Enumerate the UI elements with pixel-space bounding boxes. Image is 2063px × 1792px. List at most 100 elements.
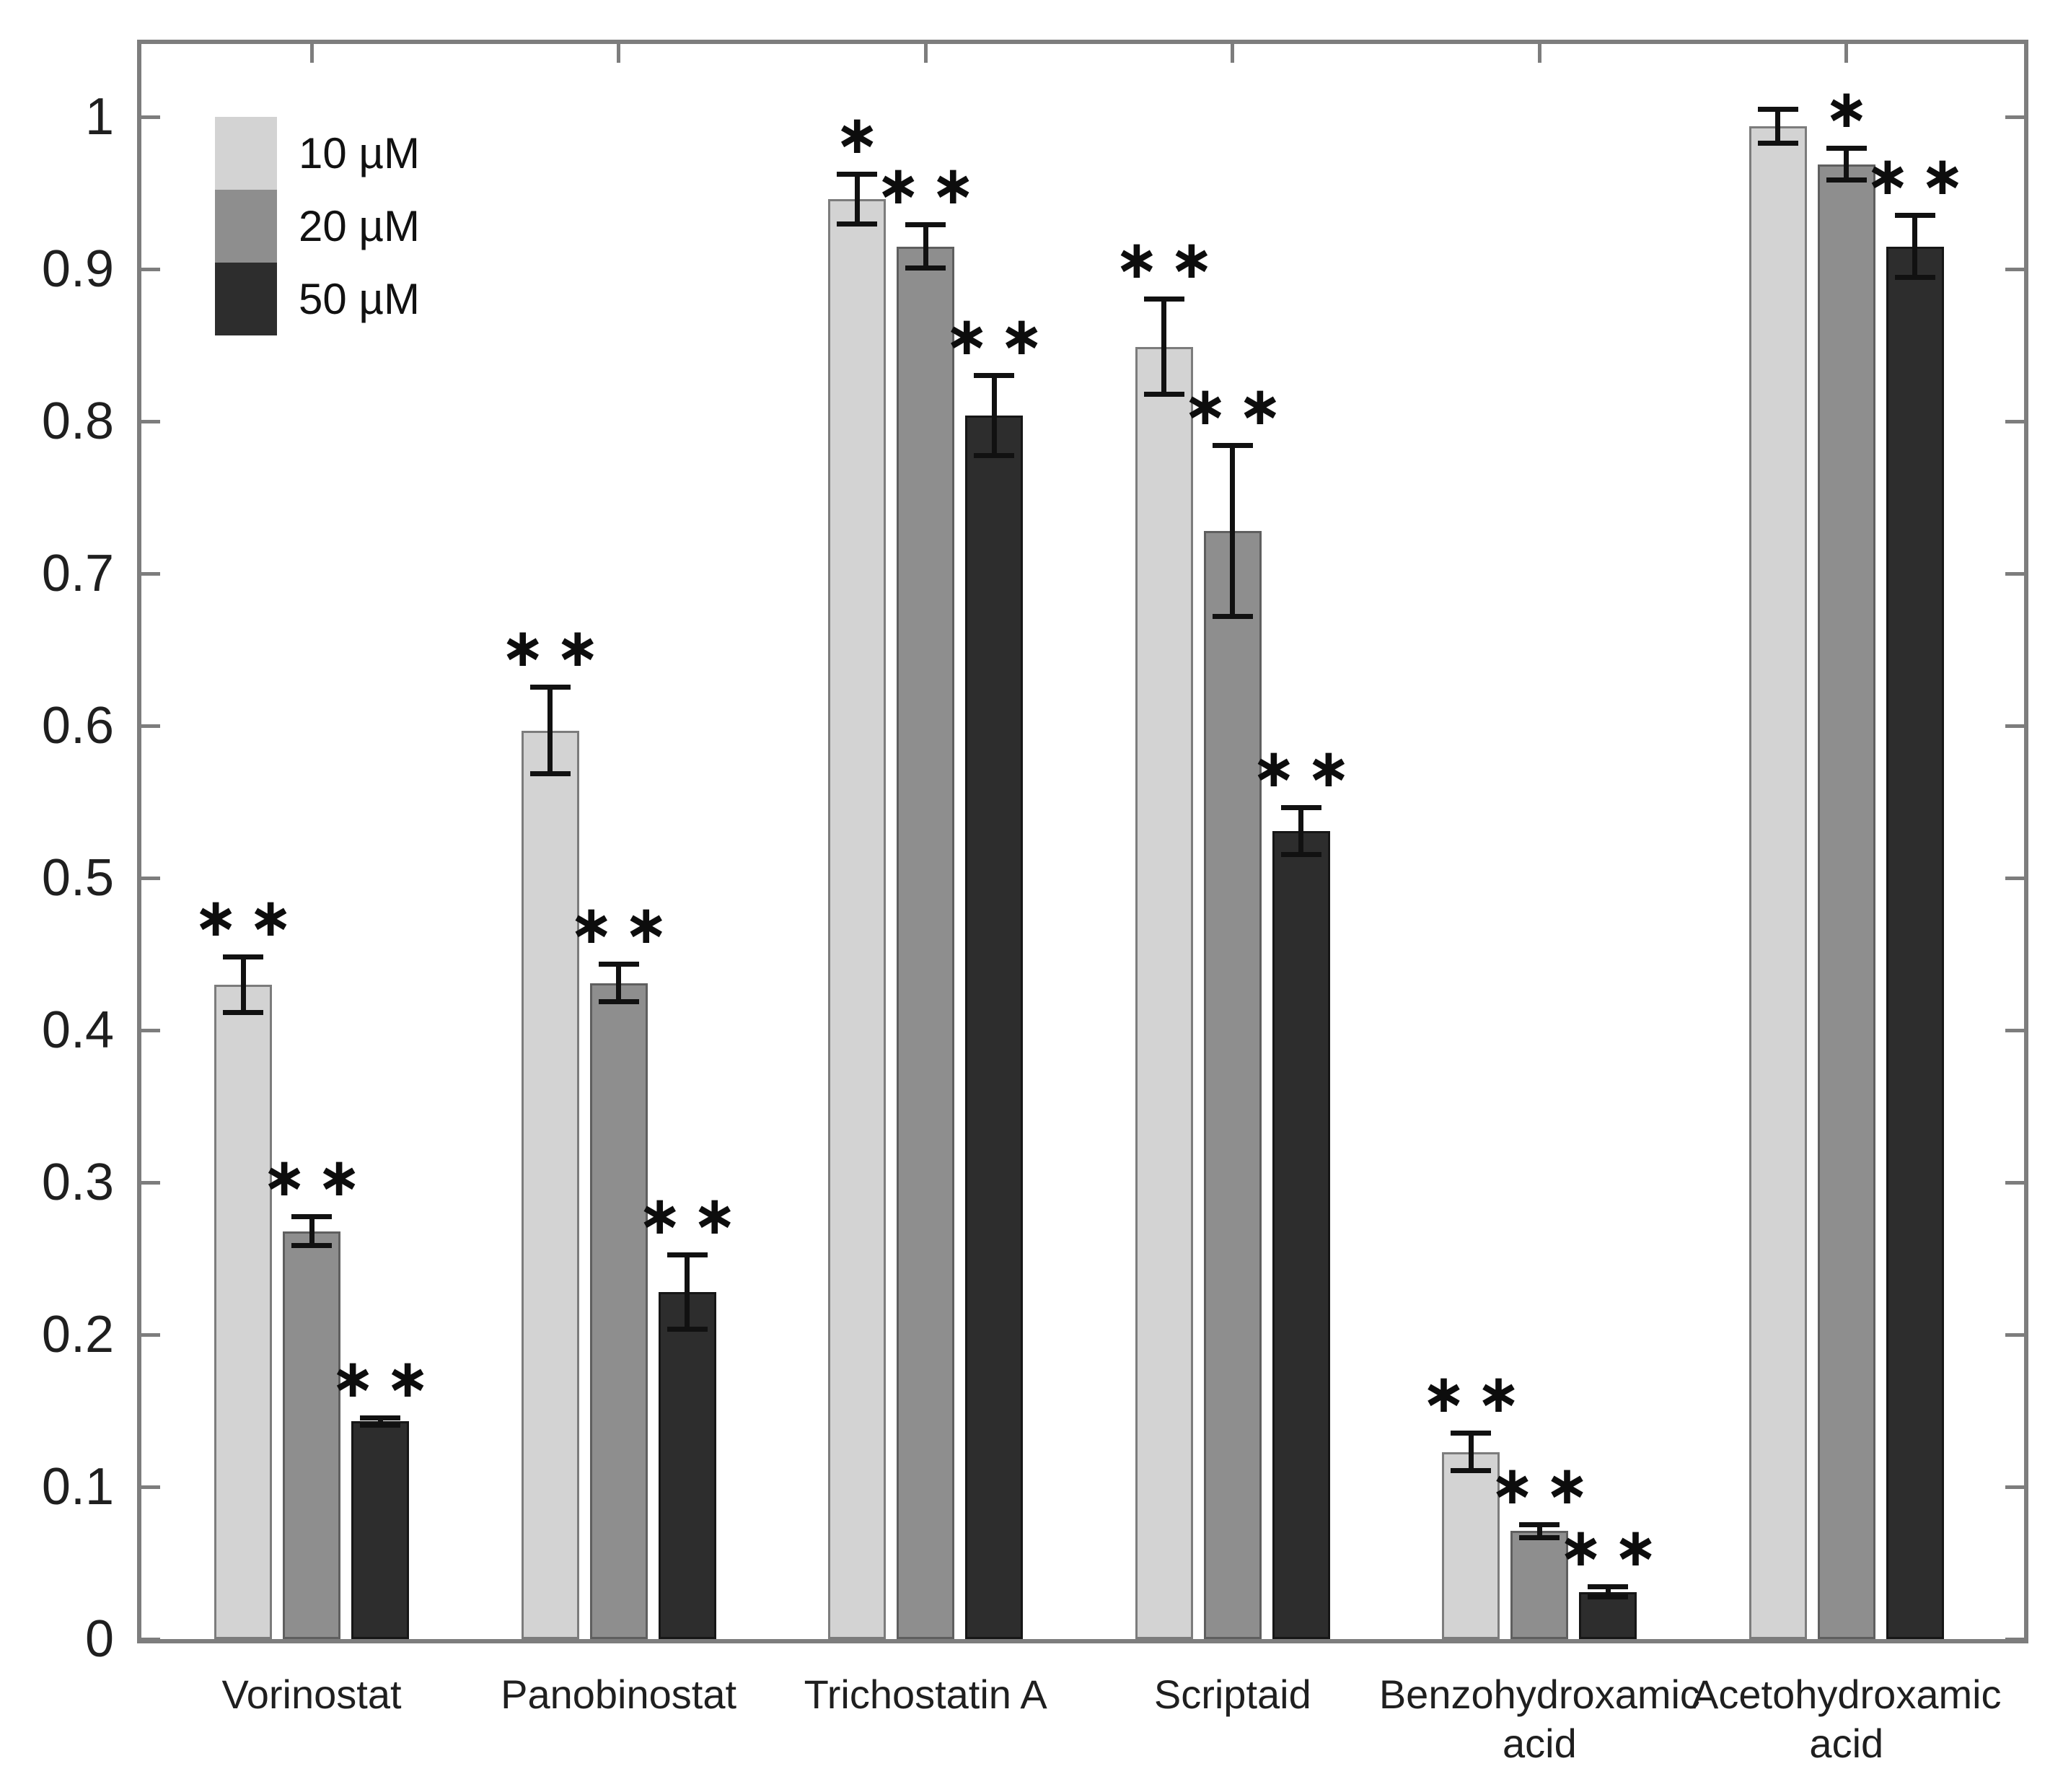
y-tick-label: 0.8: [41, 392, 114, 451]
y-axis-tick-right: [2005, 724, 2024, 728]
error-bar-cap-top: [974, 372, 1015, 378]
x-axis-label: Panobinostat: [501, 1672, 737, 1717]
y-tick-label: 0.9: [41, 240, 114, 299]
error-bar-cap-bottom: [667, 1326, 708, 1332]
significance-marker: ∗∗: [568, 895, 679, 955]
legend-item-50um: 50 µM: [215, 263, 420, 335]
error-bar-cap-bottom: [1826, 177, 1867, 183]
bar: [1442, 1451, 1500, 1639]
plot-area: ∗∗ ∗∗ ∗ ∗∗ ∗∗ ∗∗ ∗∗ ∗∗ ∗∗ ∗∗ ∗ ∗∗ ∗∗ ∗∗ ∗∗ ∗∗ ∗∗: [137, 40, 2028, 1643]
y-axis-tick: [141, 1637, 160, 1641]
y-axis-tick: [141, 1180, 160, 1185]
y-tick-label: 0: [84, 1610, 114, 1668]
x-axis-tick-top: [1844, 44, 1849, 63]
error-bar: [1536, 1521, 1542, 1540]
error-bar: [1844, 146, 1849, 183]
bar: [1749, 126, 1807, 1639]
x-axis-label: Scriptaid: [1153, 1672, 1311, 1717]
error-bar: [240, 954, 246, 1016]
significance-marker: ∗∗: [261, 1147, 371, 1208]
plot-inner: ∗∗ ∗∗ ∗ ∗∗ ∗∗ ∗∗ ∗∗ ∗∗ ∗∗ ∗∗ ∗ ∗∗ ∗∗ ∗∗ ∗∗ ∗∗ ∗∗: [141, 44, 2024, 1641]
error-bar-cap-top: [598, 962, 639, 967]
error-bar-cap-bottom: [1757, 141, 1798, 146]
error-bar: [1298, 804, 1304, 857]
bar: [897, 246, 955, 1639]
error-bar-cap-top: [1826, 146, 1867, 151]
legend-label-20um: 20 µM: [299, 202, 420, 250]
error-bar-cap-top: [1894, 213, 1935, 219]
error-bar: [854, 172, 860, 227]
error-bar-cap-top: [1757, 106, 1798, 112]
y-axis-tick: [141, 267, 160, 271]
bar: [1886, 246, 1944, 1639]
legend: 10 µM 20 µM 50 µM: [215, 117, 420, 335]
error-bar-cap-bottom: [974, 452, 1015, 458]
significance-marker: ∗∗: [1421, 1363, 1531, 1423]
y-axis-tick: [141, 876, 160, 880]
x-axis-label: Benzohydroxamic acid: [1378, 1672, 1700, 1766]
error-bar-cap-top: [1588, 1584, 1629, 1590]
y-axis-tick-right: [2005, 1637, 2024, 1641]
error-bar-cap-top: [1519, 1521, 1560, 1527]
legend-label-50um: 50 µM: [299, 275, 420, 323]
y-axis-tick-right: [2005, 115, 2024, 119]
bar: [1203, 531, 1262, 1639]
y-tick-label: 0.1: [41, 1458, 114, 1516]
significance-marker: ∗∗: [500, 618, 610, 678]
error-bar-cap-top: [529, 685, 571, 690]
legend-swatch-20um: [215, 190, 277, 263]
x-axis-tick-top: [617, 44, 621, 63]
significance-marker: ∗∗: [1865, 146, 1975, 206]
y-tick-label: 1: [84, 88, 114, 146]
x-axis-tick-top: [923, 44, 928, 63]
x-axis-tick-top: [309, 44, 314, 63]
significance-marker: ∗∗: [1490, 1454, 1600, 1515]
bar: [214, 984, 272, 1639]
error-bar: [1161, 297, 1167, 398]
y-axis-tick-right: [2005, 1180, 2024, 1185]
error-bar: [616, 962, 622, 1005]
error-bar-cap-bottom: [1894, 275, 1935, 281]
significance-marker: ∗: [1824, 79, 1879, 139]
significance-marker: ∗∗: [637, 1185, 747, 1246]
y-axis-tick-right: [2005, 419, 2024, 423]
error-bar: [685, 1252, 690, 1332]
bar: [658, 1291, 716, 1639]
y-axis-tick-right: [2005, 1485, 2024, 1489]
legend-swatch-10um: [215, 117, 277, 190]
error-bar-cap-bottom: [905, 265, 946, 271]
significance-marker: ∗∗: [876, 154, 986, 215]
significance-marker: ∗∗: [1251, 737, 1361, 798]
bar: [521, 730, 579, 1639]
y-tick-label: 0.5: [41, 849, 114, 908]
y-axis-tick: [141, 1028, 160, 1032]
error-bar-cap-top: [1212, 442, 1253, 448]
y-tick-label: 0.2: [41, 1306, 114, 1364]
significance-marker: ∗: [835, 105, 890, 165]
x-axis-tick-top: [1231, 44, 1235, 63]
bar: [351, 1421, 409, 1639]
bar: [1135, 346, 1193, 1639]
significance-marker: ∗∗: [330, 1348, 440, 1408]
bar: [283, 1231, 340, 1639]
bar: [965, 415, 1024, 1639]
y-axis-tick-right: [2005, 1332, 2024, 1337]
error-bar: [1912, 213, 1918, 281]
y-axis-tick-right: [2005, 267, 2024, 271]
error-bar-cap-top: [1280, 804, 1321, 810]
significance-marker: ∗∗: [1114, 229, 1224, 290]
y-tick-label: 0.6: [41, 697, 114, 755]
error-bar: [1230, 442, 1236, 620]
x-axis-tick-top: [1537, 44, 1541, 63]
legend-item-10um: 10 µM: [215, 117, 420, 190]
error-bar-cap-top: [667, 1252, 708, 1258]
error-bar-cap-bottom: [360, 1422, 400, 1428]
error-bar-cap-top: [837, 172, 878, 177]
significance-marker: ∗∗: [1182, 375, 1293, 436]
bar: [828, 199, 887, 1639]
error-bar-cap-top: [291, 1214, 332, 1220]
error-bar-cap-bottom: [837, 221, 878, 227]
error-bar-cap-top: [223, 954, 263, 959]
bar: [589, 983, 648, 1639]
